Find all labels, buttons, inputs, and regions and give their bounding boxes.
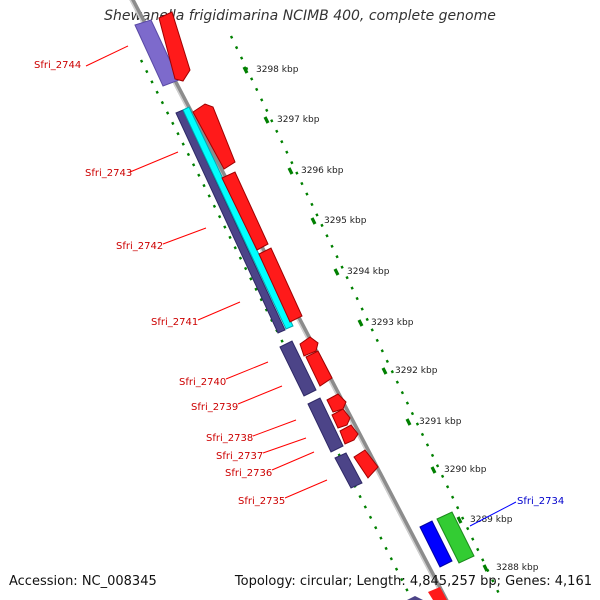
- major-tick-7: [405, 418, 412, 426]
- bottom-forward-feature[interactable]: [428, 587, 447, 600]
- major-tick-1: [263, 116, 270, 124]
- gene-label[interactable]: Sfri_2734: [517, 496, 564, 507]
- gene-label[interactable]: Sfri_2738: [206, 433, 253, 444]
- kbp-label: 3295 kbp: [324, 216, 367, 226]
- map-title: Shewanella frigidimarina NCIMB 400, comp…: [104, 8, 496, 24]
- gene-label[interactable]: Sfri_2736: [225, 468, 272, 479]
- gene-label[interactable]: Sfri_2743: [85, 168, 132, 179]
- major-tick-5: [357, 319, 364, 327]
- gene-leader-line: [262, 437, 307, 454]
- major-tick-10: [482, 564, 489, 572]
- gene-label[interactable]: Sfri_2739: [191, 402, 238, 413]
- reverse-cds-2740[interactable]: [279, 340, 317, 397]
- forward-cds-2741[interactable]: [258, 247, 303, 323]
- gene-leader-line: [85, 45, 129, 67]
- kbp-label: 3292 kbp: [395, 366, 438, 376]
- gene-leader-line: [284, 479, 328, 499]
- major-tick-9: [456, 516, 463, 524]
- major-tick-2: [287, 167, 294, 175]
- summary-text: Topology: circular; Length: 4,845,257 bp…: [234, 574, 592, 589]
- kbp-label: 3297 kbp: [277, 115, 320, 125]
- gene-label[interactable]: Sfri_2741: [151, 317, 198, 328]
- gene-leader-line: [197, 301, 241, 321]
- major-tick-3: [310, 217, 317, 225]
- kbp-label: 3289 kbp: [470, 515, 513, 525]
- reverse-cds-2735[interactable]: [334, 452, 363, 489]
- kbp-label: 3294 kbp: [347, 267, 390, 277]
- forward-cds-2737[interactable]: [331, 408, 351, 429]
- gene-leader-line: [225, 361, 269, 380]
- kbp-label: 3291 kbp: [419, 417, 462, 427]
- reverse-cds-2743[interactable]: [175, 109, 286, 334]
- kbp-label: 3298 kbp: [256, 65, 299, 75]
- reverse-cds-2738[interactable]: [307, 397, 344, 453]
- gene-leader-line: [237, 385, 283, 405]
- kbp-label: 3293 kbp: [371, 318, 414, 328]
- major-tick-4: [333, 268, 340, 276]
- gene-leader-line: [252, 419, 297, 437]
- cyan-feature[interactable]: [182, 106, 294, 330]
- gene-label[interactable]: Sfri_2744: [34, 60, 81, 71]
- bottom-reverse-feature[interactable]: [407, 596, 423, 600]
- kbp-label: 3296 kbp: [301, 166, 344, 176]
- gene-label[interactable]: Sfri_2740: [179, 377, 226, 388]
- forward-cds-2735[interactable]: [353, 449, 379, 479]
- forward-cds-2738a[interactable]: [326, 393, 347, 413]
- kbp-label: 3288 kbp: [496, 563, 539, 573]
- gene-leader-line: [129, 151, 179, 173]
- gene-leader-line: [271, 451, 315, 471]
- forward-cds-2744[interactable]: [158, 11, 191, 82]
- kbp-label: 3290 kbp: [444, 465, 487, 475]
- gene-leader-line: [469, 501, 517, 527]
- forward-cds-2743[interactable]: [192, 103, 236, 170]
- gene-label[interactable]: Sfri_2737: [216, 451, 263, 462]
- green-feature-2734[interactable]: [436, 511, 475, 564]
- gene-label[interactable]: Sfri_2735: [238, 496, 285, 507]
- forward-cds-2740a[interactable]: [299, 336, 319, 357]
- accession-text: Accession: NC_008345: [9, 574, 157, 589]
- major-tick-8: [430, 466, 437, 474]
- gene-leader-line: [162, 227, 207, 245]
- forward-cds-2736[interactable]: [339, 424, 359, 445]
- gene-label[interactable]: Sfri_2742: [116, 241, 163, 252]
- forward-cds-2742[interactable]: [221, 171, 269, 251]
- major-tick-0: [242, 66, 249, 74]
- major-tick-6: [381, 367, 388, 375]
- blue-feature-2734[interactable]: [419, 520, 453, 568]
- forward-cds-2739[interactable]: [305, 350, 333, 387]
